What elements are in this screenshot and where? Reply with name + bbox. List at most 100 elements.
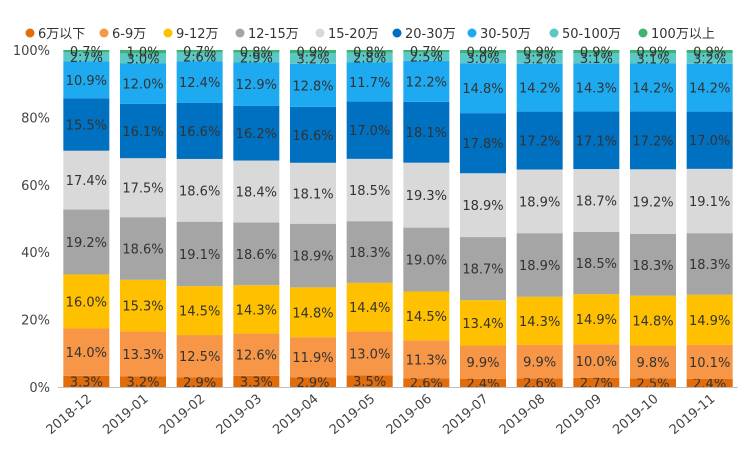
bar-segment <box>233 50 280 53</box>
bar-stack: 3.5% 13.0% 14.4% 18.3% 18.5% 17.0% 11.7% 2.8%0.… <box>346 45 393 390</box>
data-label: 19.3% <box>406 189 447 204</box>
bar-segment <box>120 50 166 54</box>
legend-item: 9-12万 <box>163 27 219 42</box>
bar-segment <box>630 111 676 170</box>
bar-stack: 2.7% 10.0% 14.9% 18.5% 18.7% 17.1% 14.3% 3.1%0.… <box>573 46 620 391</box>
x-tick-label: 2019-08 <box>497 392 548 438</box>
data-label: 15.5% <box>66 119 107 134</box>
legend-item: 20-30万 <box>392 27 456 42</box>
bar-segment <box>120 158 166 218</box>
bar-segment <box>233 375 280 387</box>
data-label: 2.9% <box>183 376 216 391</box>
data-label: 9.9% <box>466 356 499 371</box>
bar-segment <box>630 378 676 387</box>
data-label: 18.9% <box>292 250 333 265</box>
bar-segment <box>460 113 506 174</box>
data-label: 18.1% <box>406 126 447 141</box>
data-label: 14.9% <box>689 314 730 329</box>
legend-item: 6万以下 <box>25 27 85 42</box>
bar-stack: 2.9% 12.5% 14.5% 19.1% 18.6% 16.6% 12.4% 2.6%0.… <box>176 45 223 391</box>
bar-segment <box>120 376 166 387</box>
data-label: 17.1% <box>576 134 617 149</box>
bar-stack: 2.4% 9.9% 13.4% 18.7% 18.9% 17.8% 14.8% 3.0%0.9… <box>460 46 506 392</box>
data-label: 10.9% <box>66 74 107 89</box>
data-label: 14.9% <box>576 313 617 328</box>
data-label: 16.6% <box>179 125 220 140</box>
data-label: 0.9% <box>296 46 329 61</box>
data-label: 2.4% <box>693 377 726 392</box>
bar-segment <box>686 233 733 295</box>
data-label: 3.1% <box>636 52 669 67</box>
bar-segment <box>176 377 223 387</box>
legend-swatch <box>638 28 648 38</box>
bar-segment <box>630 345 676 379</box>
data-label: 15.3% <box>122 300 163 315</box>
data-label: 18.9% <box>519 259 560 274</box>
data-label: 2.6% <box>523 377 556 392</box>
data-label: 14.0% <box>66 346 107 361</box>
bar-segment <box>233 105 280 161</box>
bar-segment <box>630 53 676 64</box>
data-label: 3.5% <box>353 375 386 390</box>
data-label: 12.0% <box>122 78 163 93</box>
data-label: 14.8% <box>462 82 503 97</box>
bar-segment <box>346 375 393 387</box>
data-label: 3.2% <box>296 52 329 67</box>
bar-segment <box>403 60 450 102</box>
data-label: 18.5% <box>349 184 390 199</box>
data-label: 17.0% <box>689 134 730 149</box>
data-label: 18.6% <box>179 184 220 199</box>
y-axis: 0% 20% 40% 60% 80% 100% <box>13 44 50 396</box>
legend-swatch <box>25 28 35 38</box>
bar-segment <box>290 53 336 64</box>
data-label: 2.9% <box>240 52 273 67</box>
bar-segment <box>686 168 733 234</box>
bar-segment <box>120 53 166 64</box>
bar-segment <box>63 98 110 151</box>
legend-label: 20-30万 <box>405 27 456 42</box>
data-label: 2.7% <box>580 376 613 391</box>
data-label: 3.3% <box>70 375 103 390</box>
data-label: 3.0% <box>466 52 499 67</box>
bar-segment <box>686 63 733 112</box>
bar-segment <box>290 50 336 54</box>
data-label: 18.5% <box>576 257 617 272</box>
data-label: 17.8% <box>462 137 503 152</box>
bar-segment <box>516 111 563 170</box>
bar-segment <box>233 222 280 286</box>
data-label: 0.9% <box>523 46 556 61</box>
bar-segment <box>460 173 506 238</box>
data-label: 14.4% <box>349 301 390 316</box>
legend-swatch <box>235 28 245 38</box>
bar-segment <box>460 237 506 301</box>
bar-segment <box>233 285 280 334</box>
bar-segment <box>403 227 450 292</box>
bar-segment <box>630 50 676 54</box>
bar-segment <box>460 300 506 346</box>
data-label: 3.2% <box>523 52 556 67</box>
legend-swatch <box>549 28 559 38</box>
legend-swatch <box>392 28 402 38</box>
x-tick-label: 2019-09 <box>554 392 605 438</box>
data-label: 9.9% <box>523 356 556 371</box>
data-label: 0.7% <box>70 45 103 60</box>
data-label: 18.7% <box>462 263 503 278</box>
data-label: 16.6% <box>292 129 333 144</box>
data-label: 17.4% <box>66 174 107 189</box>
bar-segment <box>403 162 450 228</box>
bar-segment <box>460 345 506 379</box>
bars: 3.3%14.0%16.0%19.2%17.4%15.5%10.9%2.7%0.… <box>63 45 733 392</box>
legend-swatch <box>99 28 109 38</box>
data-label: 17.5% <box>122 182 163 197</box>
data-label: 12.6% <box>236 349 277 364</box>
bar-segment <box>176 102 223 159</box>
bar-segment <box>630 234 676 296</box>
legend-label: 100万以上 <box>651 27 715 42</box>
data-label: 13.3% <box>122 348 163 363</box>
data-label: 16.2% <box>236 127 277 142</box>
bar-segment <box>630 169 676 235</box>
x-tick-label: 2019-01 <box>100 392 151 438</box>
data-label: 14.2% <box>632 81 673 96</box>
bar-segment <box>403 50 450 53</box>
bar-segment <box>233 333 280 376</box>
